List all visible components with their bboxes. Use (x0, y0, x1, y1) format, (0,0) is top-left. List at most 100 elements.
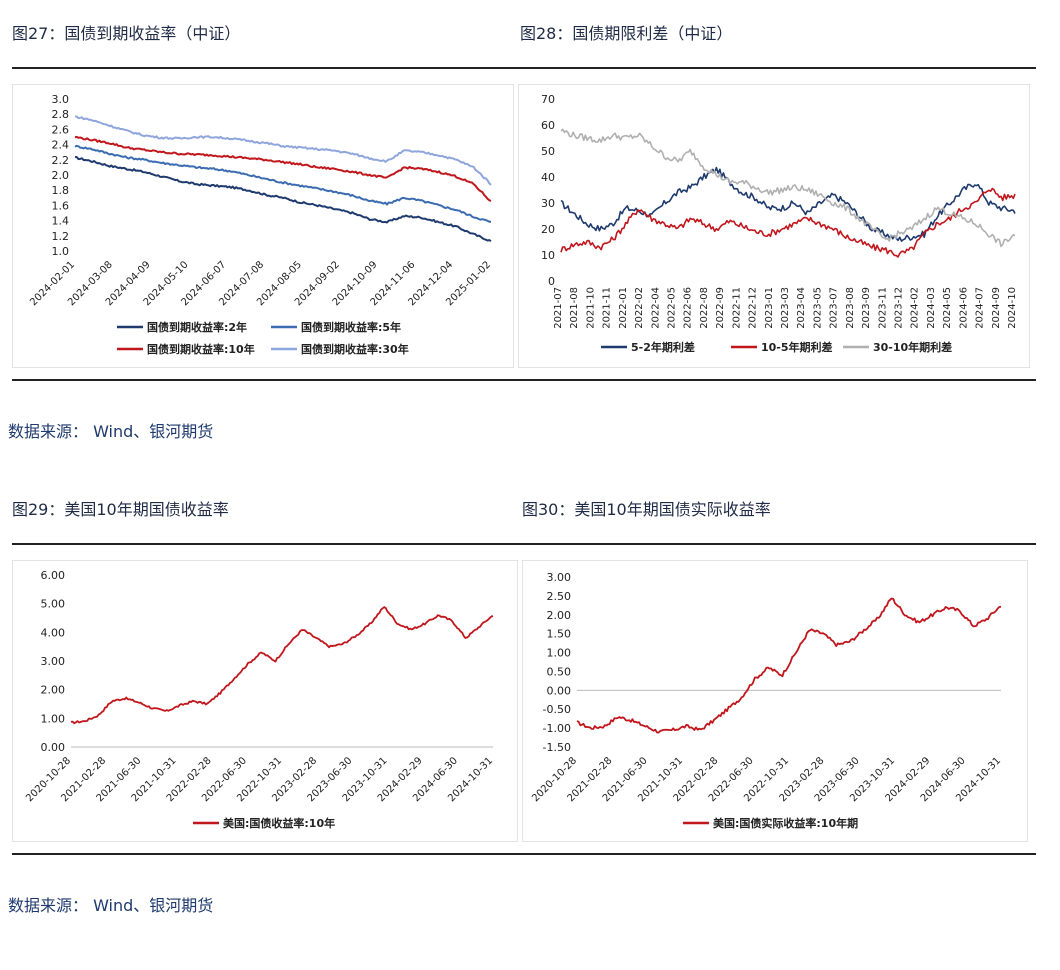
legend-label: 30-10年期利差 (873, 340, 952, 354)
x-tick-label: 2021-07 (553, 287, 564, 329)
y-tick-label: 2.50 (547, 590, 572, 603)
x-tick-label: 2022-05 (667, 287, 678, 329)
y-tick-label: 4.00 (41, 626, 66, 639)
top-rule-1 (12, 67, 1036, 69)
y-tick-label: 2.8 (52, 108, 70, 121)
y-tick-label: 20 (541, 223, 555, 236)
series-line (560, 187, 1016, 258)
y-tick-label: -1.50 (543, 741, 571, 754)
fig29-title: 图29：美国10年期国债收益率 (12, 500, 229, 519)
y-tick-label: 2.00 (41, 684, 66, 697)
fig27-panel: 3.0 2.8 2.6 2.4 2.2 2.0 1.8 1.6 1.4 1.2 1.0 2024-02… (12, 84, 514, 368)
legend-label: 国债到期收益率:5年 (301, 320, 401, 334)
x-tick-label: 2024-09 (991, 287, 1002, 329)
y-tick-label: 6.00 (41, 569, 66, 582)
fig27-chart: 3.02.82.62.42.22.01.81.61.41.21.02024-02… (28, 93, 493, 356)
fig28-title: 图28：国债期限利差（中证） (520, 24, 733, 43)
x-tick-label: 2022-09 (715, 287, 726, 329)
x-tick-label: 2022-12 (748, 287, 759, 329)
y-tick-label: 0 (548, 275, 555, 288)
y-tick-label: 1.8 (52, 184, 70, 197)
x-tick-label: 2023-01 (764, 287, 775, 329)
fig29-chart: 6.005.004.003.002.001.000.002020-10-2820… (24, 569, 495, 830)
y-tick-label: 1.50 (547, 628, 572, 641)
x-tick-label: 2024-02 (910, 287, 921, 329)
fig30-panel: 3.00 2.50 2.00 1.50 1.00 0.50 0.00 -0.50 -1.00 -1… (522, 560, 1028, 842)
x-tick-label: 2023-11 (877, 287, 888, 329)
y-tick-label: 30 (541, 197, 555, 210)
y-tick-label: 5.00 (41, 598, 66, 611)
x-tick-label: 2024-07 (975, 287, 986, 329)
x-tick-label: 2021-10 (585, 287, 596, 329)
fig30-title: 图30：美国10年期国债实际收益率 (522, 500, 771, 519)
x-tick-label: 2024-03 (926, 287, 937, 329)
series-line (74, 155, 492, 242)
x-tick-label: 2022-04 (650, 287, 661, 329)
series-line (74, 135, 492, 202)
legend-label: 国债到期收益率:10年 (147, 342, 255, 356)
x-tick-label: 2023-03 (780, 287, 791, 329)
y-tick-label: 1.6 (52, 199, 70, 212)
fig28-panel: 70 60 50 40 30 20 10 0 2021-07 2021-08 2021-10 2021… (518, 84, 1030, 368)
series-line (560, 166, 1016, 242)
fig30-chart: 3.00 2.50 2.00 1.50 1.00 0.50 0.00 -0.50 -1.00 -1… (530, 571, 1003, 830)
y-tick-label: 1.00 (41, 712, 66, 725)
series-line (576, 597, 1002, 734)
x-tick-label: 2021-08 (569, 287, 580, 329)
x-tick-label: 2022-02 (634, 287, 645, 329)
y-tick-label: 0.50 (547, 665, 572, 678)
series-line (560, 128, 1016, 248)
y-tick-label: 1.00 (547, 647, 572, 660)
y-tick-label: 3.00 (547, 571, 572, 584)
y-tick-label: 0.00 (41, 741, 66, 754)
legend-label: 美国:国债收益率:10年 (223, 816, 335, 830)
y-tick-label: 60 (541, 119, 555, 132)
y-tick-label: 50 (541, 145, 555, 158)
series-line (74, 115, 492, 186)
y-tick-label: 40 (541, 171, 555, 184)
y-tick-label: 2.0 (52, 169, 70, 182)
y-tick-label: 0.00 (547, 684, 572, 697)
y-tick-label: 1.0 (52, 245, 70, 258)
series-line (70, 606, 494, 725)
y-tick-label: 1.2 (52, 230, 70, 243)
legend-label: 美国:国债实际收益率:10年期 (713, 816, 858, 830)
legend-label: 国债到期收益率:2年 (147, 320, 247, 334)
fig27-title: 图27：国债到期收益率（中证） (12, 24, 241, 43)
x-tick-label: 2023-04 (796, 287, 807, 329)
x-tick-label: 2023-05 (812, 287, 823, 329)
y-tick-label: 70 (541, 93, 555, 106)
y-tick-label: 2.6 (52, 123, 70, 136)
top-rule-2 (12, 543, 1036, 545)
series-line (74, 144, 491, 223)
x-tick-label: 2024-06 (958, 287, 969, 329)
legend-label: 10-5年期利差 (761, 340, 833, 354)
fig29-panel: 6.00 5.00 4.00 3.00 2.00 1.00 0.00 2020-10-28 20… (12, 560, 518, 842)
x-tick-label: 2023-09 (861, 287, 872, 329)
y-tick-label: 3.0 (52, 93, 70, 106)
bottom-rule-1 (12, 379, 1036, 381)
y-tick-label: 2.00 (547, 609, 572, 622)
x-tick-label: 2024-10 (1007, 287, 1018, 329)
x-tick-label: 2022-06 (683, 287, 694, 329)
x-tick-label: 2023-12 (894, 287, 905, 329)
source-row1: 数据来源： Wind、银河期货 (8, 422, 214, 441)
x-tick-label: 2021-11 (602, 287, 613, 329)
source-row2: 数据来源： Wind、银河期货 (8, 896, 214, 915)
x-tick-label: 2023-08 (845, 287, 856, 329)
x-tick-label: 2022-08 (699, 287, 710, 329)
x-tick-label: 2022-01 (618, 287, 629, 329)
x-tick-label: 2024-05 (942, 287, 953, 329)
y-tick-label: 2.2 (52, 154, 70, 167)
x-tick-label: 2023-07 (829, 287, 840, 329)
y-tick-label: 1.4 (52, 215, 70, 228)
legend-label: 5-2年期利差 (631, 340, 695, 354)
y-tick-label: 10 (541, 249, 555, 262)
y-tick-label: 3.00 (41, 655, 66, 668)
y-tick-label: -0.50 (543, 703, 571, 716)
y-tick-label: 2.4 (52, 139, 70, 152)
x-tick-label: 2022-11 (731, 287, 742, 329)
y-tick-label: -1.00 (543, 722, 571, 735)
legend-label: 国债到期收益率:30年 (301, 342, 409, 356)
